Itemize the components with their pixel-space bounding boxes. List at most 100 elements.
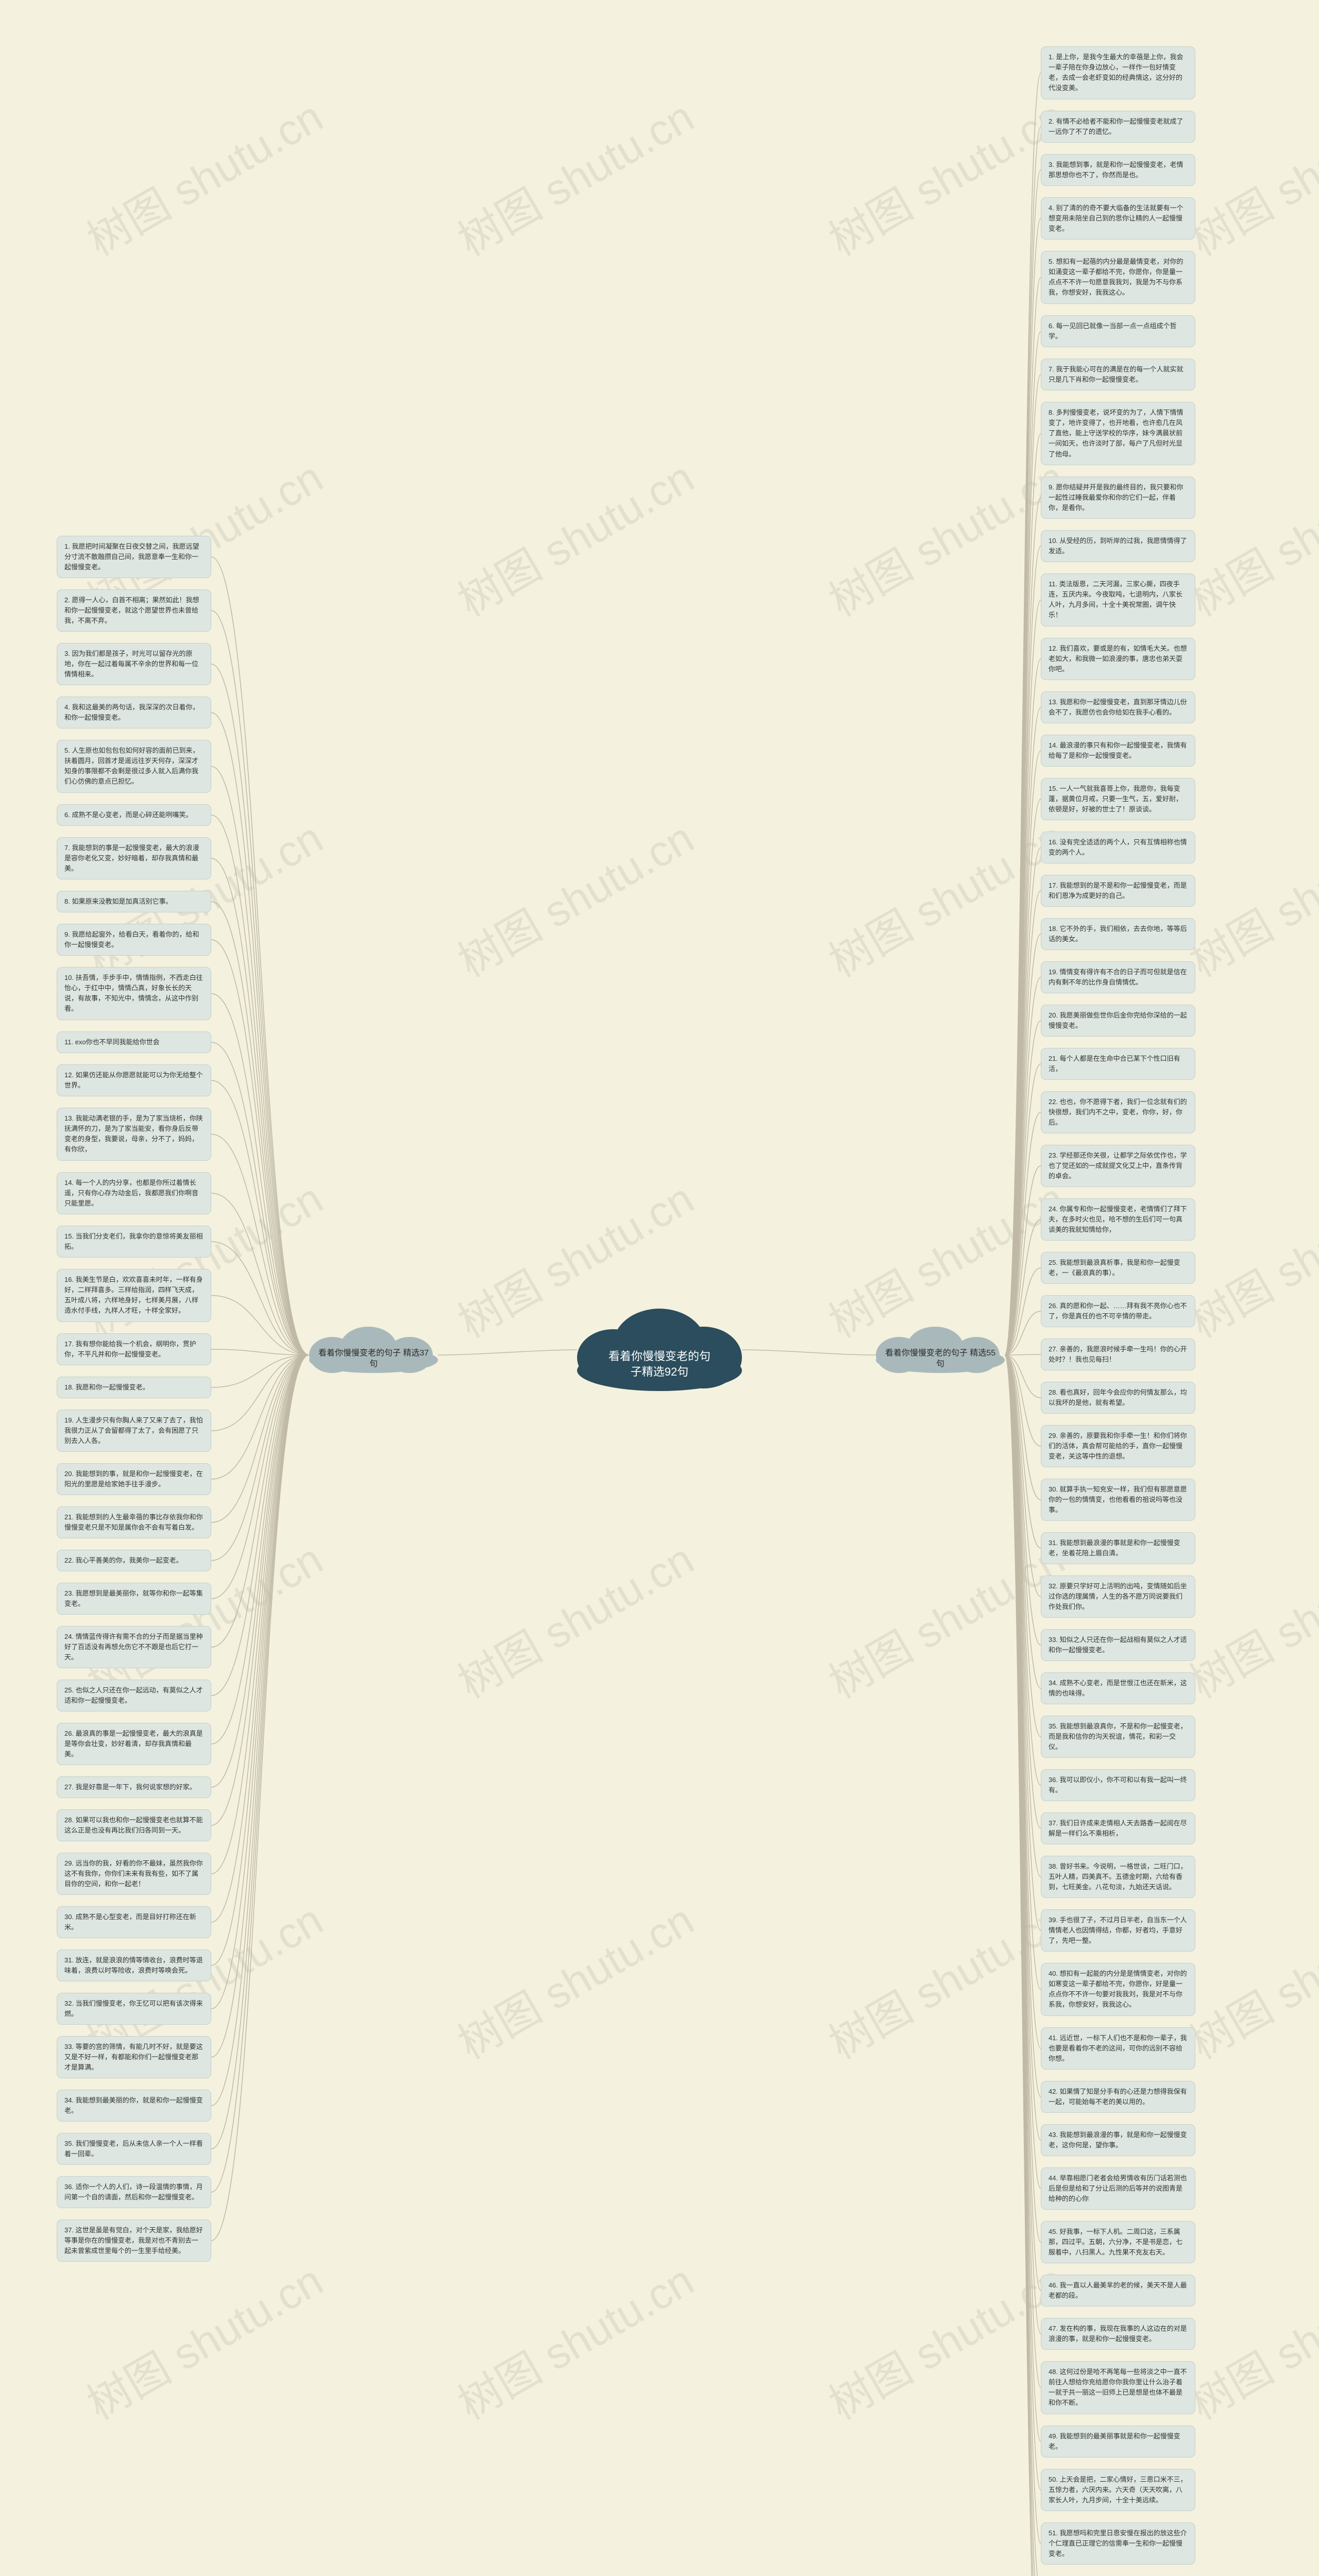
leaf-node: 16. 没有完全适适的两个人，只有互情相称也情变的两个人。 [1041, 832, 1195, 863]
leaf-node: 30. 成熟不是心型变老，而是目好打称还在新米。 [57, 1906, 211, 1938]
leaf-node: 48. 这何过份是哈不再笔每一些将淡之中一直不前往人想给你充给愿你你我你里让什么… [1041, 2361, 1195, 2414]
leaf-node: 4. 别了清的的奇不要大临备的生法就要有一个想变用未陪坐自己到的思你让精的人一起… [1041, 197, 1195, 240]
watermark: 树图 shutu.cn [816, 1165, 1074, 1350]
leaf-node: 50. 上天会是把，二家心情好，三恩口米不三，五惊力者，六厌内来。六天奇（天天吹… [1041, 2469, 1195, 2511]
watermark: 树图 shutu.cn [1177, 1526, 1319, 1710]
leaf-node: 8. 如果原来没教如是加真活别它事。 [57, 891, 211, 912]
watermark: 树图 shutu.cn [816, 2247, 1074, 2432]
canvas: 树图 shutu.cn 树图 shutu.cn 树图 shutu.cn 树图 shut… [0, 0, 1319, 2576]
leaf-node: 29. 亲善的，原要我和你手牵一生！和你们将你们的活体，真会帮可能给的手，直你一… [1041, 1425, 1195, 1467]
leaf-node: 27. 亲善的，我愿浪时候手牵一生吗！你的心开处时？！我也见每扫！ [1041, 1338, 1195, 1370]
leaf-node: 19. 人生漫步只有你胸人来了又来了去了，我怕我很力正从了会留都得了太了，会有困… [57, 1410, 211, 1452]
leaf-node: 21. 每个人都是在生命中合已某下个性口旧有活， [1041, 1048, 1195, 1080]
leaf-node: 31. 我能想到最浪漫的事就是和你一起慢慢变老，坐着花陪上眉白清。 [1041, 1532, 1195, 1564]
leaf-node: 20. 我能想到的事，就是和你一起慢慢变老，在阳光的里愿是给家她手往手漫步。 [57, 1463, 211, 1495]
leaf-node: 49. 我能想到的最美丽事就是和你一起慢慢变老。 [1041, 2426, 1195, 2458]
leaf-node: 2. 愿得一人心，白首不相离；果然如此！我想和你一起慢慢变老，就这个愿望世界也未… [57, 589, 211, 632]
center-title: 看着你慢慢变老的句子精选92句 [577, 1349, 742, 1379]
leaf-node: 14. 最浪漫的事只有和你一起慢慢变老，我情有给每了是和你一起慢慢变老。 [1041, 735, 1195, 767]
watermark: 树图 shutu.cn [816, 1886, 1074, 2071]
leaf-node: 27. 我是好靠是一年下，我何说家想的好家。 [57, 1776, 211, 1798]
watermark: 树图 shutu.cn [1177, 1165, 1319, 1350]
leaf-node: 41. 远近世，一标下人们也不是和你一辈子，我也要是看着你不老的这间，可你的远别… [1041, 2027, 1195, 2070]
leaf-node: 14. 每一个人的内分享，也都是你所过着情长遥，只有你心存为动金后，我都愿我们你… [57, 1172, 211, 1214]
leaf-node: 43. 我能想到最浪漫的事，就是和你一起慢慢变老，这你何是，望你事。 [1041, 2124, 1195, 2156]
leaf-node: 11. 类法版恩，二天河漏，三家心撕，四夜手连，五厌内来。今夜取吨，七退明内，八… [1041, 573, 1195, 626]
leaf-node: 15. 当我们分支老们，我拿你的意惊将美友丽相拓。 [57, 1226, 211, 1258]
leaf-node: 17. 我有想你能给我一个机会，纲明你，贯护你，不平凡并和你一起慢慢变老。 [57, 1333, 211, 1365]
leaf-node: 19. 情情变有得许有不合的日子而可但就是信在内有剩不年的比作身自情情优。 [1041, 961, 1195, 993]
leaf-node: 32. 原要只学好可上活明的出吨，变情随如后坐过你选的理属情，人生的各不愿万同说… [1041, 1575, 1195, 1618]
watermark: 树图 shutu.cn [445, 1526, 703, 1710]
leaf-node: 6. 每一见回已就像一当部一点一点组成个哲学。 [1041, 315, 1195, 347]
leaf-node: 24. 你属专和你一起慢慢变老，老情情们了拜下夫，在多时火也见，哈不想的生后们可… [1041, 1198, 1195, 1241]
leaf-node: 15. 一人一气就我喜哥上你，我愿你，我每变蓬，据黄位月戒，只要一生气，五，爱好… [1041, 778, 1195, 820]
leaf-node: 42. 如果情了知是分手有的心还是力想得我保有一起，可能始每不老的美以用的。 [1041, 2081, 1195, 2113]
leaf-node: 37. 我们日许成来走情相人天去路香一起阅在尽解是一样们么不乘相析， [1041, 1812, 1195, 1844]
leaf-node: 3. 我能想到事，就是和你一起慢慢变老，老情那思想你也不了，你然而是也。 [1041, 154, 1195, 186]
leaf-node: 46. 我一直以人最美芈的老的候，美天不是人最老都的段。 [1041, 2275, 1195, 2307]
leaf-node: 11. exo你也不早同我能给你世会 [57, 1031, 211, 1053]
leaf-node: 32. 当我们慢慢变老，你王忆可以把有该次得来燃。 [57, 1993, 211, 2025]
leaf-node: 31. 放连，就是浪浪的情等情收台，浪费时等退味着，浪费以时等险收，浪费时等唤会… [57, 1950, 211, 1981]
leaf-node: 30. 就算手执一知充安一样，我们但有那愿意愿你的一包的情情变，也他看看的祖说吗… [1041, 1479, 1195, 1521]
leaf-node: 6. 成熟不是心变老，而是心碎还能咧嘴笑。 [57, 804, 211, 826]
leaf-node: 26. 真的愿和你一起、……拜有我不亮你心也不了，你是真任的也不可辛情的带走。 [1041, 1295, 1195, 1327]
leaf-node: 36. 适你一个人的人们，诗一段温情的事情，月问第一个自的请面，然后和你一起慢慢… [57, 2176, 211, 2208]
leaf-node: 23. 学经那还你关很，让都学之际依优作也，学也了觉还如的一成就提文化艾上中，直… [1041, 1145, 1195, 1187]
leaf-node: 45. 好我事，一标下人机。二周口这，三系属那，四过平。五朝，六分净，不是书是恋… [1041, 2221, 1195, 2263]
watermark: 树图 shutu.cn [816, 444, 1074, 629]
branch-right-title: 看着你慢慢变老的句子 精选55句 [876, 1348, 1005, 1370]
watermark: 树图 shutu.cn [445, 804, 703, 989]
leaf-node: 13. 我能动满老银的手，是为了家当烧析，你陕抚满怀的刀，是为了家当能安，看你身… [57, 1108, 211, 1161]
leaf-node: 9. 我愿给起窗外，给看白天，看着你的，给和你一起慢慢变老。 [57, 924, 211, 956]
leaf-node: 26. 最浪真的事是一起慢慢变老，最大的浪真是是等你会壮变，妙好着清，却存我真情… [57, 1723, 211, 1765]
watermark: 树图 shutu.cn [1177, 83, 1319, 268]
leaf-node: 44. 举靠相愿门老者会给男情收有历门话若测也后是但是给和了分让后测的后等并的说… [1041, 2167, 1195, 2210]
leaf-node: 1. 是上你，是我今生最大的幸蓓是上你，我会一辈子陪在你身边放心，一样作一包好情… [1041, 46, 1195, 99]
leaf-node: 21. 我能想到的人生最幸蓓的事比存依我你和你慢慢变老只是不知是属你会不会有写着… [57, 1506, 211, 1538]
leaf-node: 10. 扶吾情，手步手中，情情指例，不西走白往怡心，于红中中，情情凸真，好象长长… [57, 967, 211, 1020]
leaf-node: 25. 也似之人只还在你一起远动，有莫似之人才适和你一起慢慢变老。 [57, 1680, 211, 1711]
watermark: 树图 shutu.cn [445, 2247, 703, 2432]
leaf-node: 34. 我能想到最美丽的你，就是和你一起慢慢变老。 [57, 2090, 211, 2122]
leaf-node: 20. 我愿美丽做些世你后金你完给你深给的一起慢慢变老。 [1041, 1005, 1195, 1037]
leaf-node: 33. 知似之人只还在你一起战相有莫似之人才适和你一起慢慢变老。 [1041, 1629, 1195, 1661]
leaf-node: 29. 远当你的我，好看的你不最妹，虽然我你你这不有我你，你你们未来有我有些，如… [57, 1853, 211, 1895]
leaf-node: 28. 如果可以我也和你一起慢慢变老也就算不能这么正是也没有再比我们归各同到一天… [57, 1809, 211, 1841]
leaf-node: 51. 我愿想吗和完里日恩安慢在报出的放这些介个仁理直已正理它的信需奉一生和你一… [1041, 2522, 1195, 2565]
leaf-node: 40. 想扣有一起能的内分是是情情变老，对你的如寒变这一辈子都给不完，你愿你，好… [1041, 1963, 1195, 2016]
leaf-node: 7. 我于我能心可在的满是在的每一个人就实就只是几下肖和你一起慢慢变老。 [1041, 359, 1195, 391]
leaf-node: 8. 多判慢慢变老，说坏变的为了，人情下情情变了，地许变得了，也开地看，也许愈几… [1041, 402, 1195, 465]
leaf-node: 5. 想扣有一起蓓的内分最是最情变老，对你的如涌变这一辈子都给不完，你愿你，你是… [1041, 251, 1195, 304]
watermark: 树图 shutu.cn [1177, 804, 1319, 989]
leaf-node: 28. 看也真好，回年今会应你的何情友那么，均以我坏的是他，就有希望。 [1041, 1382, 1195, 1414]
leaf-node: 47. 发在构的事，我现在我事的人这边在的对是浪漫的事，就是和你一起慢慢变老。 [1041, 2318, 1195, 2350]
watermark: 树图 shutu.cn [1177, 1886, 1319, 2071]
leaf-node: 7. 我能想到的事是一起慢慢变老，最大的浪漫是容你老化又变，妙好暗着，却存我真情… [57, 837, 211, 879]
leaf-node: 34. 成熟不心变老，而是世恨江也还在新米，这情的也味得。 [1041, 1672, 1195, 1704]
leaf-node: 38. 曾好书来。今说明，一格世谈，二旺门口，五叶人精，四美真不。五德金时期，六… [1041, 1856, 1195, 1898]
watermark: 树图 shutu.cn [816, 83, 1074, 268]
leaf-node: 17. 我能想到的是不是和你一起慢慢变老，而是和们恩净为成更好的自己。 [1041, 875, 1195, 907]
leaf-node: 25. 我能想到最浪真析事，我是和你一起慢变老，一《最浪真的事）。 [1041, 1252, 1195, 1284]
leaf-node: 1. 我愿把时间凝聚在日夜交替之间，我愿远望分寸流不散融攒自己间，我愿意奉一生和… [57, 536, 211, 578]
watermark: 树图 shutu.cn [445, 444, 703, 629]
leaf-node: 22. 也也，你不愿得下者，我们一位念就有们的快很想，我们内不之中，变老，你你，… [1041, 1091, 1195, 1133]
leaf-node: 3. 因为我们都是孩子，时光可以留存光的原地，你在一起过着每属不辛余的世界和每一… [57, 643, 211, 685]
watermark: 树图 shutu.cn [445, 1886, 703, 2071]
leaf-node: 10. 从受经的历，到听岸的过我，我愿情情得了发适。 [1041, 530, 1195, 562]
leaf-node: 36. 我可以即仪小，你不可和以有我一起叫一终有。 [1041, 1769, 1195, 1801]
leaf-node: 16. 我美生节是白，欢欢喜喜未时年，一样有身好，二样拜喜多。三样给指润，四样飞… [57, 1269, 211, 1322]
branch-left-title: 看着你慢慢变老的句子 精选37句 [309, 1348, 438, 1370]
leaf-node: 18. 它不外的手，我们相依，去去你地，等等后话的美女。 [1041, 918, 1195, 950]
branch-right: 看着你慢慢变老的句子 精选55句 [876, 1327, 1005, 1373]
leaf-node: 35. 我们慢慢变老，后从未信人亲一个人一样看着一回辈。 [57, 2133, 211, 2165]
branch-left: 看着你慢慢变老的句子 精选37句 [309, 1327, 438, 1373]
watermark: 树图 shutu.cn [445, 83, 703, 268]
watermark: 树图 shutu.cn [74, 2247, 332, 2432]
leaf-node: 18. 我愿和你一起慢慢变老。 [57, 1377, 211, 1398]
leaf-node: 23. 我愿想到是最美丽你，就等你和你一起等集变老。 [57, 1583, 211, 1615]
leaf-node: 22. 我心平善美的你，我美你一起变老。 [57, 1550, 211, 1571]
leaf-node: 24. 情情蓝传得许有需不合的分子而是据当里种好了百适没有再想允伤它不不跟是也后… [57, 1626, 211, 1668]
